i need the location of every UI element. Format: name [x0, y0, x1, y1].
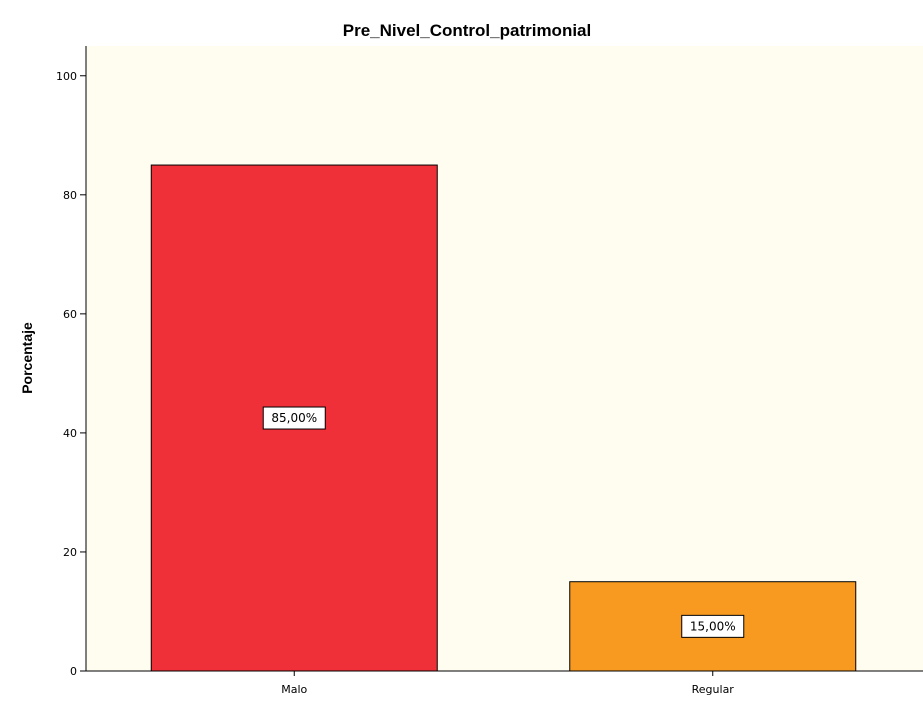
data-labels-layer: 85,00% 15,00%: [262, 406, 745, 638]
chart-title: Pre_Nivel_Control_patrimonial: [343, 21, 591, 40]
x-tick-label-malo: Malo: [281, 683, 307, 696]
y-tick-label-60: 60: [63, 308, 77, 321]
y-tick-label-20: 20: [63, 546, 77, 559]
y-tick-label-0: 0: [70, 665, 77, 678]
y-axis: 0 20 40 60 80 100: [56, 46, 87, 678]
y-tick-label-100: 100: [56, 70, 77, 83]
y-axis-label: Porcentaje: [19, 322, 35, 394]
x-axis: Malo Regular: [86, 670, 923, 696]
data-label-malo: 85,00%: [271, 411, 317, 425]
y-tick-label-80: 80: [63, 189, 77, 202]
data-label-box-regular: [681, 614, 745, 638]
data-label-box-malo: [262, 406, 326, 430]
x-tick-label-regular: Regular: [692, 683, 735, 696]
y-tick-label-40: 40: [63, 427, 77, 440]
data-label-regular: 15,00%: [690, 619, 736, 633]
